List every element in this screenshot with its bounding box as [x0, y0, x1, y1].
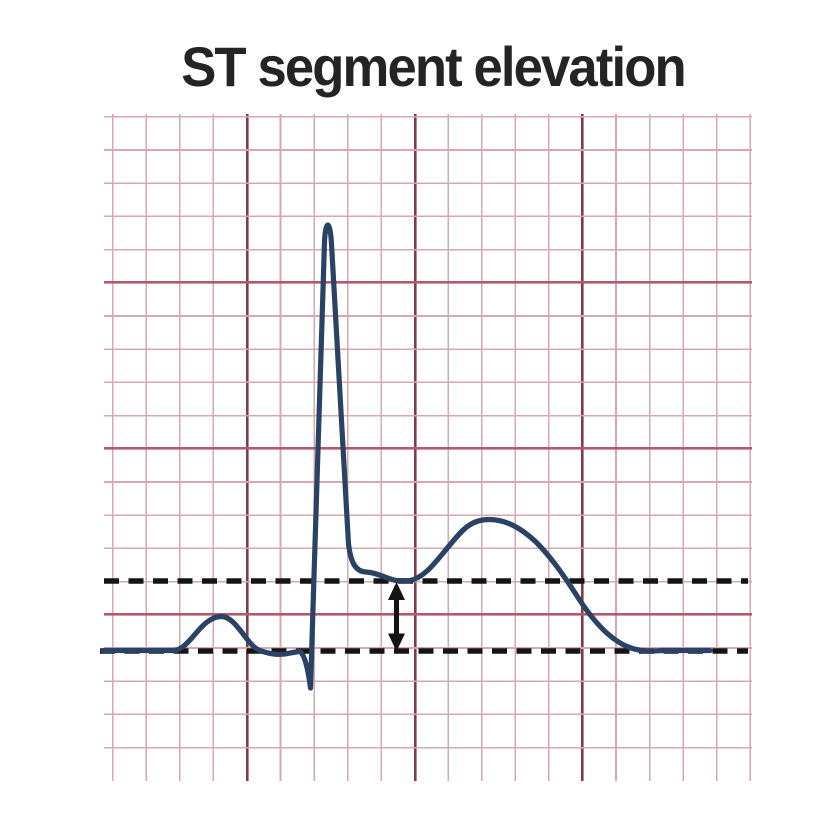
arrow-up-icon	[388, 582, 405, 600]
ecg-waveform	[100, 222, 713, 691]
arrow-down-icon	[388, 633, 405, 652]
st-elevation-arrow	[388, 582, 405, 652]
figure-title: ST segment elevation	[181, 35, 686, 98]
ecg-grid-horizontals	[104, 116, 752, 749]
